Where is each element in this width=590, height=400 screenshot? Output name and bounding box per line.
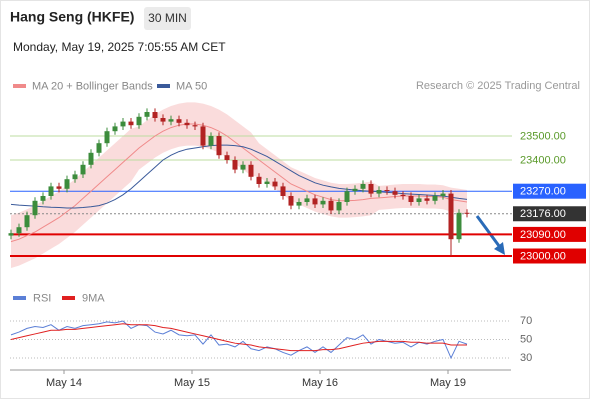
- candle-body: [288, 196, 294, 206]
- candle-body: [32, 200, 38, 216]
- x-tick-label: May 19: [430, 377, 466, 389]
- candle-body: [384, 190, 390, 192]
- candle-body: [296, 202, 302, 206]
- candle-body: [264, 181, 270, 184]
- candle-body: [464, 212, 470, 214]
- arrow: [475, 215, 504, 251]
- candle-body: [112, 126, 118, 132]
- candle-body: [344, 191, 350, 202]
- level-label: 23000.00: [520, 250, 566, 262]
- candle-body: [48, 186, 54, 196]
- candle-body: [200, 126, 206, 146]
- candle-body: [128, 121, 134, 126]
- candle-body: [336, 202, 342, 211]
- candle-body: [376, 190, 382, 194]
- candle-body: [224, 155, 230, 160]
- level-box: [513, 183, 586, 199]
- candle-body: [96, 143, 102, 153]
- candle-body: [168, 119, 174, 122]
- candle-body: [176, 119, 182, 123]
- candle-body: [248, 164, 254, 177]
- level-label: 23400.00: [520, 154, 566, 166]
- candle-body: [240, 164, 246, 170]
- candle-body: [280, 186, 286, 196]
- candle-body: [448, 193, 454, 240]
- candle-body: [424, 198, 430, 201]
- candle-body: [352, 188, 358, 192]
- timeframe-badge: [144, 7, 191, 30]
- legend-swatch: [13, 296, 26, 300]
- arrow-head: [494, 242, 505, 255]
- candle-body: [360, 184, 366, 189]
- candle-body: [256, 176, 262, 184]
- level-box: [513, 248, 586, 264]
- source: Research © 2025 Trading Central: [416, 80, 580, 92]
- level-label: 23500.00: [520, 130, 566, 142]
- level-label: 23270.00: [520, 186, 566, 198]
- candle-body: [232, 160, 238, 170]
- candle-body: [416, 198, 422, 202]
- candle-body: [184, 122, 190, 126]
- y-tick-label: 30: [520, 352, 532, 364]
- candle-body: [272, 181, 278, 187]
- candle-body: [72, 174, 78, 180]
- legend-swatch: [62, 296, 75, 300]
- level-box: [513, 206, 586, 222]
- candle-body: [152, 112, 158, 118]
- level-label: 23176.00: [520, 208, 566, 220]
- candle-body: [440, 193, 446, 196]
- timestamp: Monday, May 19, 2025 7:05:55 AM CET: [13, 40, 226, 54]
- ma-line: [10, 144, 468, 209]
- candle-body: [144, 112, 150, 117]
- candle-body: [88, 152, 94, 165]
- legend-label: MA 50: [176, 80, 207, 92]
- candle-body: [392, 191, 398, 195]
- candle-body: [104, 131, 110, 144]
- candle-body: [368, 184, 374, 194]
- legend-label: MA 20 + Bollinger Bands: [32, 80, 153, 92]
- x-tick-label: May 16: [302, 377, 338, 389]
- candle-body: [56, 186, 62, 189]
- candle-body: [160, 118, 166, 122]
- candle-body: [16, 227, 22, 234]
- legend-swatch: [157, 84, 170, 88]
- rsi-line: [10, 323, 467, 352]
- level-label: 23090.00: [520, 229, 566, 241]
- y-tick-label: 50: [520, 333, 532, 345]
- candle-body: [312, 198, 318, 205]
- chart-title: Hang Seng (HKFE): [10, 9, 134, 25]
- candle-body: [208, 136, 214, 146]
- candle-body: [432, 196, 438, 201]
- x-tick-label: May 15: [174, 377, 210, 389]
- candle-body: [216, 136, 222, 156]
- ma-line: [10, 123, 468, 243]
- legend-label: RSI: [33, 292, 51, 304]
- y-tick-label: 70: [520, 315, 532, 327]
- candle-body: [456, 212, 462, 240]
- level-box: [513, 226, 586, 242]
- legend-swatch: [13, 84, 26, 88]
- candle-body: [328, 200, 334, 211]
- legend-label: 9MA: [82, 292, 105, 304]
- candle-body: [320, 200, 326, 205]
- candle-body: [304, 198, 310, 202]
- candle-body: [400, 194, 406, 196]
- candle-body: [408, 196, 414, 202]
- x-tick-label: May 14: [46, 377, 82, 389]
- candle-body: [136, 116, 142, 126]
- candle-body: [24, 215, 30, 228]
- candle-body: [64, 179, 70, 189]
- bollinger-band: [11, 102, 467, 269]
- candle-body: [80, 164, 86, 175]
- timeframe: 30 MIN: [148, 11, 187, 25]
- candle-body: [120, 121, 126, 127]
- candle-body: [40, 196, 46, 201]
- candle-body: [8, 233, 14, 236]
- candle-body: [192, 125, 198, 127]
